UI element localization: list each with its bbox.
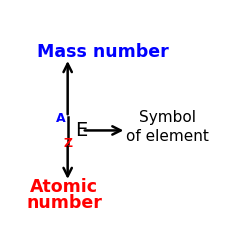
Text: Z: Z bbox=[63, 137, 72, 150]
Text: A: A bbox=[56, 112, 65, 124]
Text: of element: of element bbox=[126, 129, 208, 144]
Text: number: number bbox=[26, 194, 102, 212]
Text: E: E bbox=[75, 121, 87, 140]
Text: Mass number: Mass number bbox=[37, 43, 169, 61]
Text: Symbol: Symbol bbox=[139, 110, 196, 125]
Text: Atomic: Atomic bbox=[30, 179, 98, 197]
